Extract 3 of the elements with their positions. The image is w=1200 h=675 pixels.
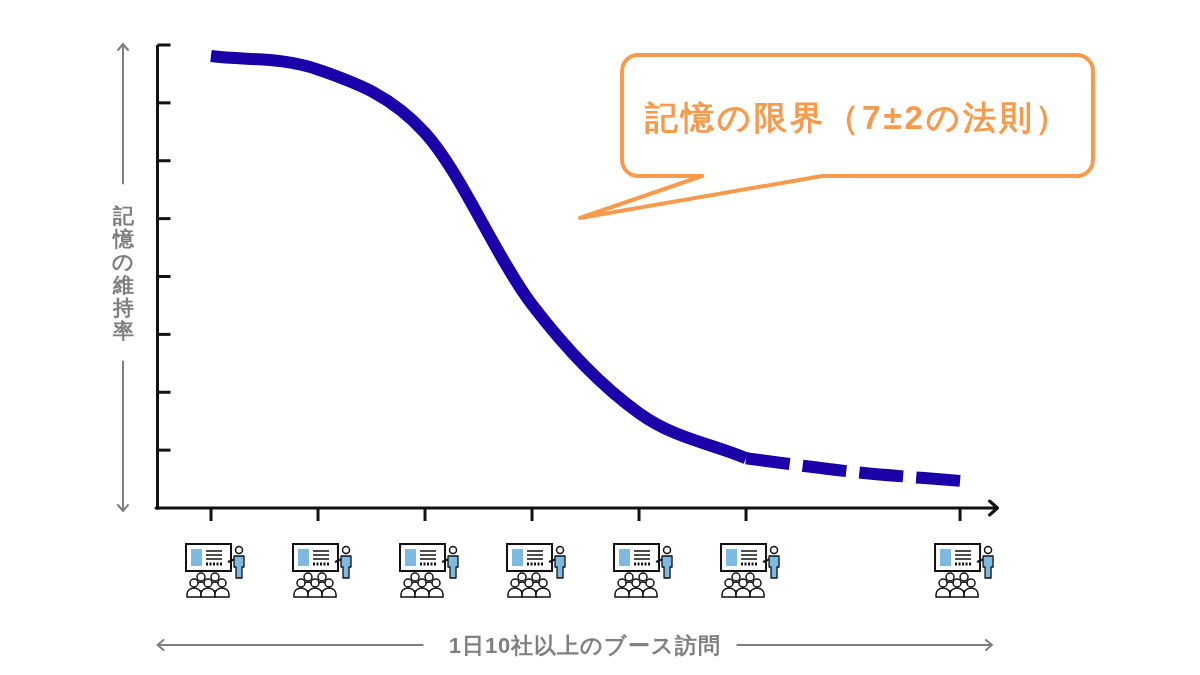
ylabel: 記憶の維持率	[112, 203, 134, 342]
annotation-caption: 1日10社以上のブース訪問	[448, 633, 722, 658]
annotation-label: 記憶の限界（7±2の法則）	[645, 99, 1071, 136]
